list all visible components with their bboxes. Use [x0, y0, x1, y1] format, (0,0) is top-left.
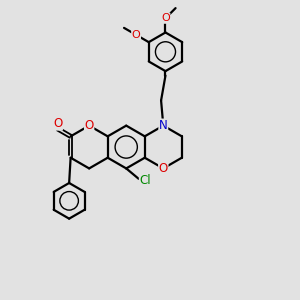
Text: O: O — [159, 162, 168, 175]
Text: O: O — [132, 30, 140, 40]
Text: O: O — [85, 119, 94, 132]
Text: O: O — [161, 13, 170, 23]
Text: Cl: Cl — [140, 174, 151, 187]
Text: N: N — [159, 119, 168, 132]
Text: O: O — [53, 117, 62, 130]
